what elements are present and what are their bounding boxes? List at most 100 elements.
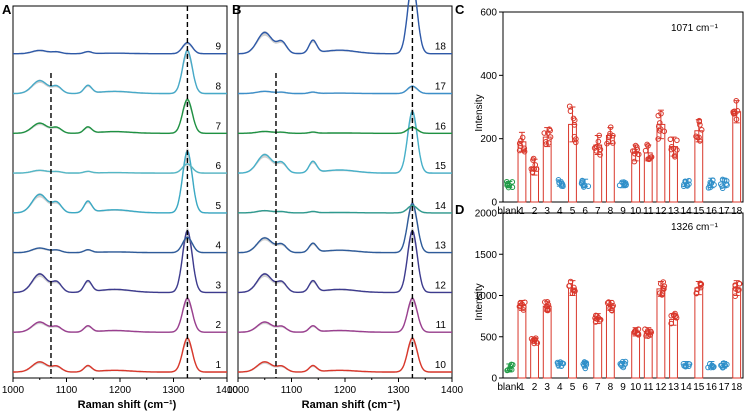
- dot-16: [705, 185, 712, 191]
- trace-8-band: [13, 47, 227, 95]
- dot-11: [647, 154, 654, 160]
- category-label-18: 18: [731, 206, 743, 217]
- dot-3: [545, 140, 552, 146]
- dot-11: [647, 332, 654, 338]
- dot-1: [520, 307, 527, 313]
- dot-4: [559, 180, 565, 187]
- dot-3: [544, 307, 551, 314]
- trace-label-13: 13: [435, 241, 447, 252]
- dot-7: [592, 315, 598, 321]
- dot-5: [572, 139, 579, 146]
- dot-9: [620, 364, 627, 371]
- category-label-5: 5: [570, 382, 576, 393]
- dot-1: [521, 145, 528, 152]
- trace-label-7: 7: [215, 121, 221, 132]
- dot-15: [693, 133, 699, 140]
- dot-14: [684, 183, 691, 189]
- dot-15: [696, 134, 702, 141]
- dot-12: [657, 290, 663, 296]
- category-label-6: 6: [582, 206, 588, 217]
- dot-3: [545, 130, 551, 136]
- dot-1: [519, 134, 526, 141]
- category-label-2: 2: [532, 206, 538, 217]
- bar-12: [656, 288, 666, 379]
- x-tick-label: 1000: [227, 385, 250, 396]
- dot-3: [543, 141, 549, 147]
- trace-1: [13, 337, 227, 373]
- trace-16: [238, 126, 452, 134]
- dot-18: [732, 283, 739, 289]
- dot-14: [682, 178, 688, 185]
- dot-3: [541, 130, 548, 136]
- dot-6: [585, 183, 592, 190]
- dot-4: [554, 359, 561, 366]
- dot-18: [736, 280, 743, 287]
- category-label-14: 14: [681, 206, 693, 217]
- dot-17: [719, 185, 726, 192]
- spectra-panel-b: 1000 1100 1200 1300 1400 10 11 12 13 14 15 16 17 18: [227, 0, 464, 396]
- y-tick-label: 1500: [475, 250, 498, 261]
- trace-label-16: 16: [435, 121, 447, 132]
- category-label-4: 4: [557, 382, 563, 393]
- trace-label-4: 4: [215, 241, 221, 252]
- dot-14: [680, 183, 687, 190]
- trace-7-band: [13, 97, 227, 135]
- x-tick-label: 1400: [216, 385, 239, 396]
- dot-16: [707, 179, 714, 186]
- dot-5: [566, 103, 573, 110]
- x-tick-label: 1400: [441, 385, 464, 396]
- dot-16: [708, 180, 715, 187]
- trace-3-band: [13, 227, 227, 294]
- dot-13: [674, 147, 680, 153]
- trace-11-band: [238, 296, 452, 333]
- category-label-1: 1: [519, 382, 525, 393]
- bar-5: [568, 287, 577, 379]
- dot-12: [661, 286, 667, 292]
- dot-5: [566, 282, 573, 289]
- dot-7: [596, 132, 602, 139]
- category-label-7: 7: [595, 206, 601, 217]
- dot-11: [642, 147, 649, 154]
- trace-label-2: 2: [215, 320, 221, 331]
- dot-11: [644, 141, 650, 148]
- dot-12: [657, 120, 663, 126]
- panel-letter-a: A: [2, 2, 12, 17]
- trace-15: [238, 110, 452, 174]
- x-tick-label: 1200: [109, 385, 132, 396]
- dot-3: [547, 134, 554, 140]
- dot-5: [571, 122, 578, 128]
- dot-6: [581, 359, 588, 366]
- dot-13: [674, 137, 680, 144]
- dot-9: [622, 181, 628, 187]
- category-label-17: 17: [718, 382, 730, 393]
- trace-6: [13, 163, 227, 174]
- bar-8: [605, 304, 615, 379]
- dot-16: [711, 181, 717, 188]
- category-label-5: 5: [570, 206, 576, 217]
- dot-7: [592, 319, 599, 325]
- bar-3: [542, 305, 552, 379]
- dot-17: [720, 360, 727, 366]
- dot-1: [516, 147, 523, 154]
- trace-label-15: 15: [435, 161, 447, 172]
- dot-15: [697, 138, 703, 144]
- category-label-blank: blank: [497, 206, 522, 217]
- dot-2: [530, 166, 537, 172]
- trace-label-14: 14: [435, 201, 447, 212]
- category-label-6: 6: [582, 382, 588, 393]
- dot-8: [606, 133, 613, 139]
- dot-blank: [507, 365, 513, 372]
- dot-5: [570, 287, 576, 293]
- category-label-1: 1: [519, 206, 525, 217]
- trace-10-band: [238, 336, 452, 373]
- y-tick-label: 1000: [475, 291, 498, 302]
- dot-10: [630, 148, 636, 154]
- dot-blank: [504, 182, 510, 189]
- bar-13: [669, 318, 678, 379]
- dot-14: [682, 363, 689, 369]
- category-label-18: 18: [731, 382, 743, 393]
- y-tick-label: 500: [480, 332, 497, 343]
